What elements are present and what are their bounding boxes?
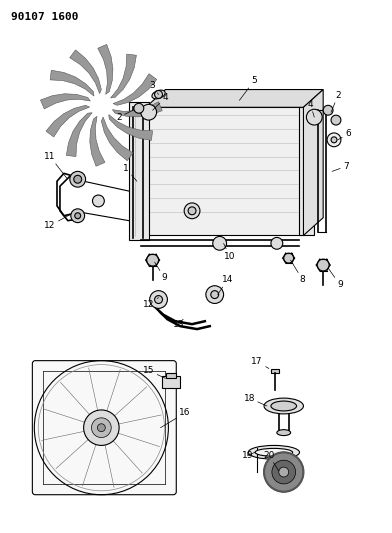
Circle shape [141,104,156,120]
Polygon shape [70,50,102,94]
Text: 8: 8 [290,260,305,284]
Circle shape [74,175,82,183]
Polygon shape [299,107,314,236]
Circle shape [211,290,219,298]
Text: 4: 4 [152,93,168,110]
Circle shape [147,254,158,266]
Text: 5: 5 [240,76,257,100]
Circle shape [284,253,294,263]
Text: 6: 6 [338,130,351,140]
Circle shape [154,296,162,303]
Text: 14: 14 [218,276,233,295]
Text: 15: 15 [143,366,165,378]
Polygon shape [111,54,136,98]
Text: 20: 20 [263,451,279,471]
Polygon shape [90,116,105,166]
Ellipse shape [152,90,165,99]
Polygon shape [303,90,323,236]
Text: 19: 19 [241,451,255,460]
Text: 2: 2 [331,91,341,112]
Polygon shape [113,74,157,106]
Text: 3: 3 [150,81,158,94]
Text: 4: 4 [308,100,314,117]
Circle shape [134,103,144,113]
Circle shape [70,172,85,187]
Polygon shape [66,112,92,157]
Text: 10: 10 [223,244,235,261]
Circle shape [71,209,85,223]
Polygon shape [50,70,94,96]
Circle shape [317,259,329,271]
Text: 17: 17 [251,357,269,368]
Text: 18: 18 [243,393,267,406]
Ellipse shape [248,446,299,459]
FancyBboxPatch shape [33,361,176,495]
Circle shape [75,213,81,219]
Polygon shape [40,94,90,109]
Text: 7: 7 [332,162,349,172]
Bar [271,368,279,374]
Circle shape [327,133,341,147]
Circle shape [154,91,162,99]
Circle shape [331,115,341,125]
Polygon shape [98,44,113,94]
Polygon shape [102,117,133,161]
Circle shape [307,109,322,125]
Text: 9: 9 [328,268,343,289]
Text: 16: 16 [160,408,191,427]
Circle shape [98,424,105,432]
Text: 1: 1 [123,164,137,181]
Circle shape [272,460,296,484]
Circle shape [323,106,333,115]
Polygon shape [46,106,90,137]
Text: 13: 13 [172,319,184,329]
Circle shape [188,207,196,215]
Circle shape [150,290,167,309]
Bar [162,376,180,388]
Text: 2: 2 [116,110,133,122]
Circle shape [271,237,283,249]
Text: 12: 12 [44,215,70,230]
Polygon shape [109,115,152,140]
Circle shape [184,203,200,219]
Ellipse shape [277,430,290,435]
Ellipse shape [271,401,297,411]
Circle shape [331,137,337,143]
Polygon shape [129,102,149,240]
Circle shape [213,237,227,250]
Ellipse shape [264,398,303,414]
Text: 11: 11 [44,152,67,178]
Circle shape [83,410,119,446]
Circle shape [91,418,111,438]
Circle shape [206,286,223,303]
Text: 12: 12 [143,297,158,309]
Polygon shape [113,102,162,117]
Polygon shape [146,90,323,107]
Ellipse shape [255,448,292,456]
Polygon shape [146,107,303,236]
Circle shape [264,453,303,492]
Bar [167,374,176,378]
Text: 90107 1600: 90107 1600 [11,12,78,22]
Circle shape [279,467,289,477]
Circle shape [93,195,104,207]
Text: 9: 9 [154,262,167,282]
